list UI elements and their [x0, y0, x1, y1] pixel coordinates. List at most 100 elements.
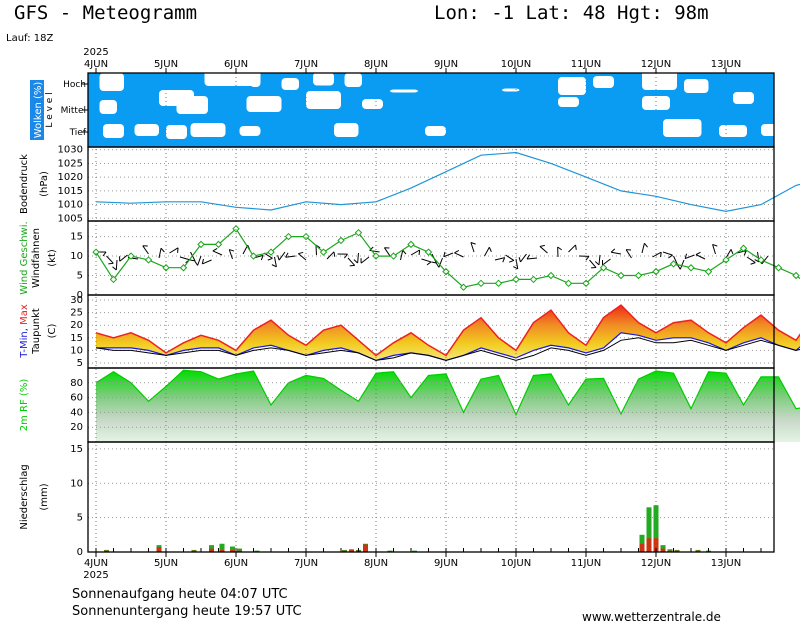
wind-speed-point	[582, 279, 590, 288]
wind-barb	[285, 255, 296, 258]
wind-barb	[369, 249, 380, 253]
wind-barb	[520, 253, 527, 263]
wind-speed-point	[337, 236, 345, 245]
precip-conv-bar	[646, 538, 652, 552]
date-label-top: 8JUN	[364, 59, 388, 70]
wind-barb-flag	[539, 244, 545, 247]
precip-tick-label: 0	[77, 547, 83, 558]
cloud-level-axis-label: L e v e l	[45, 92, 55, 127]
meteogram-title: GFS - Meteogramm	[14, 2, 198, 24]
wind-barb	[662, 251, 673, 256]
wind-barb-flag	[212, 248, 218, 252]
wind-barb	[484, 247, 490, 257]
wind-barb	[115, 259, 118, 271]
wind-barb-flag	[267, 257, 273, 261]
wind-barb-flag	[610, 248, 616, 253]
cloud-gap	[761, 124, 789, 136]
wind-barb-flag	[644, 242, 648, 248]
date-label-bottom: 7JUN	[294, 558, 318, 569]
pressure-axis-label: Bodendruck	[19, 154, 30, 214]
wind-tick-label: 10	[70, 251, 83, 262]
wind-barb	[169, 247, 179, 254]
wind-speed-point	[634, 271, 643, 280]
cloud-gap	[250, 73, 261, 87]
wind-speed-point	[424, 248, 433, 256]
wind-speed-point	[494, 279, 503, 288]
panel-frame	[87, 146, 775, 222]
precip-bar	[219, 543, 225, 552]
wind-speed-point	[267, 248, 275, 256]
precip-conv-bar	[695, 550, 701, 552]
wind-barb-flag	[277, 255, 280, 261]
wind-speed-point	[319, 248, 328, 256]
date-label-top: 10JUN	[501, 59, 531, 70]
wind-barb-flag	[298, 251, 304, 255]
wind-barb-flag	[575, 244, 577, 250]
wind-barb-flag	[194, 260, 198, 266]
model-run-label: Lauf: 18Z	[6, 33, 54, 44]
wind-speed-point	[372, 252, 380, 260]
humidity-tick-label: 20	[70, 422, 83, 433]
wind-barb	[443, 252, 454, 258]
date-label-bottom: 8JUN	[364, 558, 388, 569]
cloud-gap	[134, 124, 159, 136]
cloud-gap	[502, 88, 520, 92]
cloud-gap	[190, 123, 226, 137]
dewpoint-line	[95, 337, 800, 361]
wind-speed-point	[669, 260, 678, 268]
cloud-level-label: Mittel	[61, 106, 86, 116]
wind-barb-flag	[470, 242, 476, 245]
wind-barb	[360, 256, 370, 264]
pressure-line	[95, 151, 800, 213]
wind-barb-flag	[518, 257, 521, 263]
wind-barb-flag	[402, 249, 407, 255]
wind-barb	[505, 254, 515, 261]
wind-speed-point	[249, 252, 258, 260]
wind-barb	[202, 259, 212, 265]
wind-barb-flag	[557, 246, 563, 251]
wind-barb	[298, 253, 307, 261]
cloud-gap	[334, 123, 359, 137]
pressure-tick-label: 1020	[58, 172, 83, 183]
wind-barb	[761, 255, 769, 265]
wind-speed-point	[162, 264, 170, 272]
cloud-gap	[103, 124, 124, 138]
precip-tick-label: 10	[70, 478, 83, 489]
date-label-bottom: 6JUN	[224, 558, 248, 569]
pressure-tick-label: 1015	[58, 186, 83, 197]
wind-barb	[410, 249, 420, 256]
precip-axis-label: Niederschlag	[19, 464, 30, 529]
cloud-gap	[313, 72, 334, 86]
precip-conv-bar	[209, 548, 214, 552]
cloud-gap	[390, 89, 418, 93]
wind-barb-flag	[454, 249, 460, 254]
wind-barb-flag	[285, 252, 289, 258]
wind-speed-point	[459, 283, 468, 291]
wind-barb-flag	[712, 243, 718, 247]
website-link[interactable]: www.wetterzentrale.de	[582, 610, 721, 624]
wind-tick-label: 15	[70, 232, 83, 243]
wind-barb	[589, 259, 597, 268]
wind-barb-flag	[177, 247, 179, 253]
cloud-gap	[684, 79, 709, 93]
pressure-tick-label: 1005	[58, 213, 83, 224]
wind-tick-label: 0	[77, 290, 83, 301]
wind-barb	[539, 246, 548, 254]
cloud-gap	[176, 96, 208, 114]
cloud-axis-label: Wolken (%)	[33, 82, 44, 139]
wind-barb-flag	[677, 264, 681, 270]
wind-speed-point	[127, 252, 135, 260]
cloud-gap	[99, 100, 117, 114]
cloud-gap	[99, 73, 124, 91]
cloud-label-box	[30, 80, 44, 140]
cloud-gap	[166, 125, 187, 139]
wind-speed-point	[144, 256, 153, 264]
date-label-bottom: 10JUN	[501, 558, 531, 569]
wind-speed-point	[92, 248, 100, 256]
wind-barb-flag	[435, 262, 440, 268]
precip-conv-bar	[660, 548, 666, 552]
temperature-tick-label: 5	[77, 358, 83, 369]
wind-barb-flag	[229, 249, 235, 252]
wind-barb-flag	[695, 251, 701, 256]
wind-barb	[106, 255, 114, 264]
